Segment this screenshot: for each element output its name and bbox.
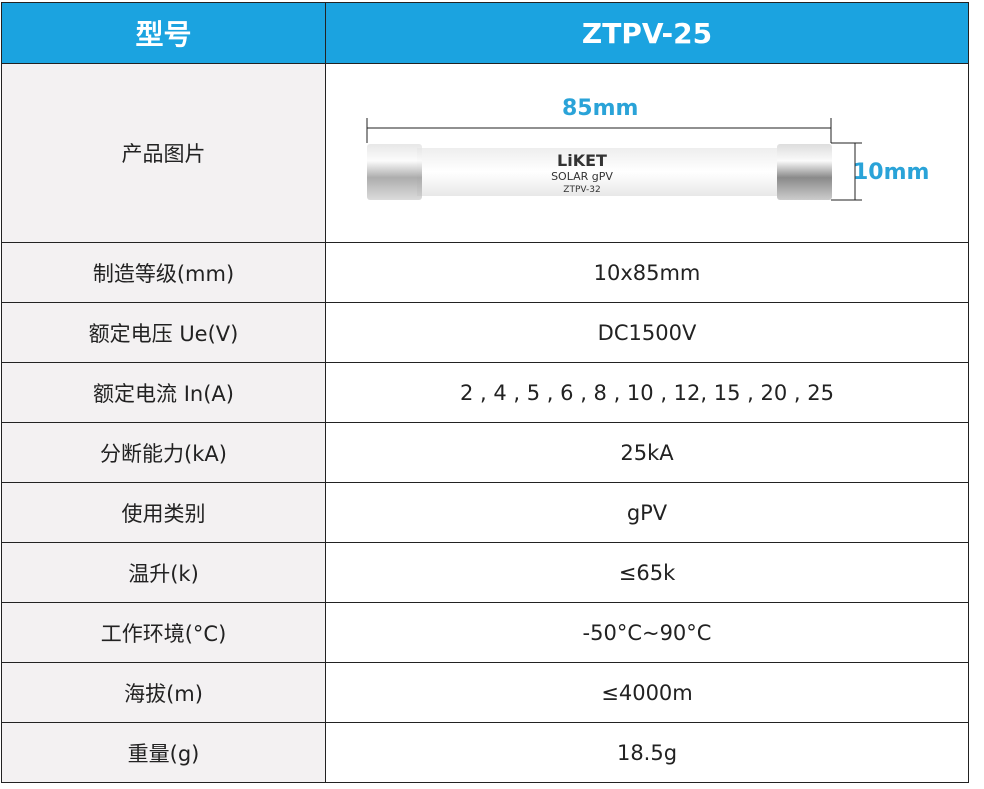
spec-label: 重量(g) <box>1 722 326 783</box>
spec-row: 额定电压 Ue(V) DC1500V <box>1 302 969 363</box>
spec-value: 10x85mm <box>325 242 969 303</box>
spec-label: 温升(k) <box>1 542 326 603</box>
photo-label: 产品图片 <box>1 63 326 243</box>
spec-row: 使用类别 gPV <box>1 482 969 543</box>
length-dimension: 85mm <box>562 96 639 121</box>
fuse-print-line1: SOLAR gPV <box>551 170 613 183</box>
spec-label: 额定电流 In(A) <box>1 362 326 423</box>
spec-value: 2 , 4 , 5 , 6 , 8 , 10 , 12, 15 , 20 , 2… <box>325 362 969 423</box>
spec-value: ≤65k <box>325 542 969 603</box>
spec-row: 工作环境(°C) -50°C~90°C <box>1 602 969 663</box>
spec-row: 分断能力(kA) 25kA <box>1 422 969 483</box>
spec-label: 额定电压 Ue(V) <box>1 302 326 363</box>
spec-row: 制造等级(mm) 10x85mm <box>1 242 969 303</box>
spec-value: -50°C~90°C <box>325 602 969 663</box>
spec-label: 工作环境(°C) <box>1 602 326 663</box>
fuse-brand: LiKET <box>557 151 607 170</box>
spec-label: 使用类别 <box>1 482 326 543</box>
header-row: 型号 ZTPV-25 <box>1 2 969 64</box>
spec-value: 25kA <box>325 422 969 483</box>
spec-value: ≤4000m <box>325 662 969 723</box>
spec-label: 海拔(m) <box>1 662 326 723</box>
spec-value: gPV <box>325 482 969 543</box>
spec-label: 制造等级(mm) <box>1 242 326 303</box>
spec-row: 海拔(m) ≤4000m <box>1 662 969 723</box>
spec-value: DC1500V <box>325 302 969 363</box>
fuse-image: LiKET SOLAR gPV ZTPV-32 85mm 10mm <box>347 88 947 218</box>
spec-value: 18.5g <box>325 722 969 783</box>
spec-row: 重量(g) 18.5g <box>1 722 969 783</box>
fuse-print-line2: ZTPV-32 <box>563 185 600 195</box>
header-model: ZTPV-25 <box>325 2 969 64</box>
photo-row: 产品图片 <box>1 63 969 243</box>
spec-row: 温升(k) ≤65k <box>1 542 969 603</box>
diameter-dimension: 10mm <box>853 160 930 185</box>
header-label: 型号 <box>1 2 326 64</box>
spec-row: 额定电流 In(A) 2 , 4 , 5 , 6 , 8 , 10 , 12, 1… <box>1 362 969 423</box>
spec-label: 分断能力(kA) <box>1 422 326 483</box>
spec-table: 型号 ZTPV-25 产品图片 <box>1 2 969 783</box>
